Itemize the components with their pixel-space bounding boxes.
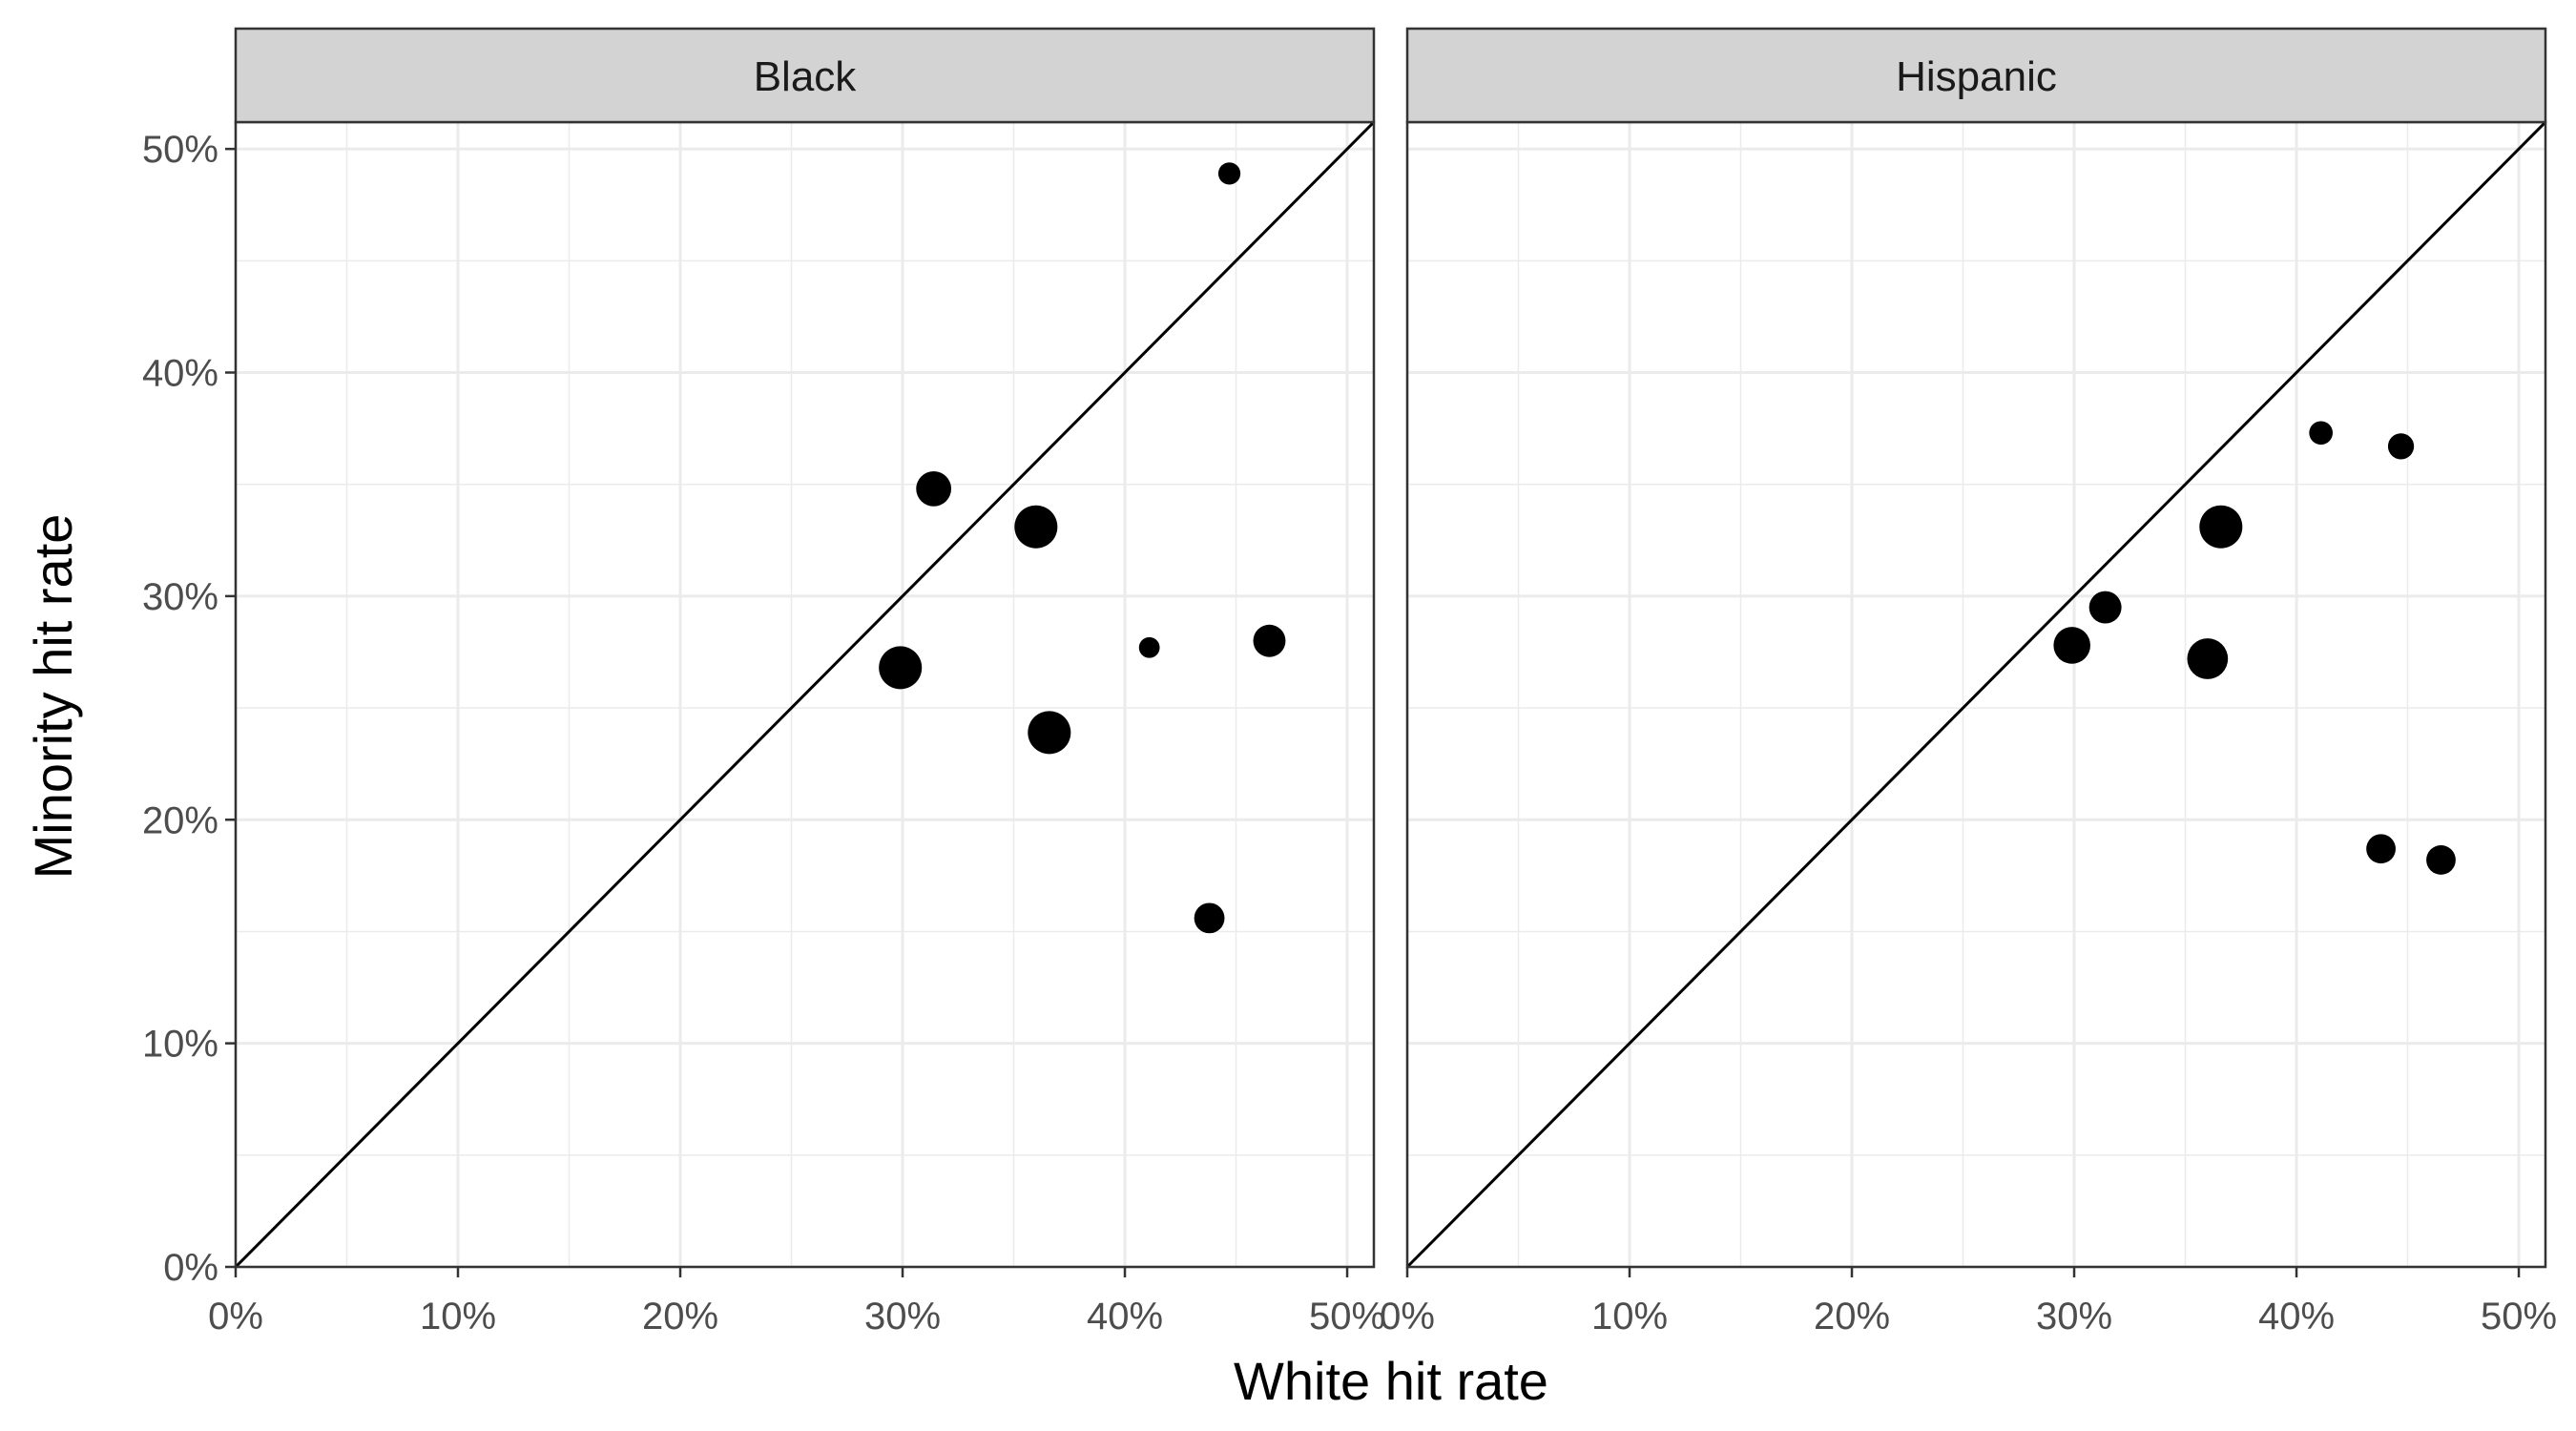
data-point xyxy=(1217,162,1241,185)
x-tick-label: 40% xyxy=(1087,1296,1163,1338)
data-point xyxy=(2053,627,2090,664)
x-tick-label: 0% xyxy=(208,1296,263,1338)
data-point xyxy=(879,646,923,690)
y-tick-label: 20% xyxy=(142,799,218,841)
x-tick-label: 20% xyxy=(1814,1296,1890,1338)
data-point xyxy=(1138,636,1160,658)
x-tick-label: 30% xyxy=(2036,1296,2112,1338)
x-tick-label: 10% xyxy=(1591,1296,1668,1338)
y-tick-label: 40% xyxy=(142,353,218,395)
x-tick-label: 50% xyxy=(1309,1296,1385,1338)
y-tick-label: 30% xyxy=(142,576,218,618)
data-point xyxy=(2309,421,2333,446)
y-tick-label: 50% xyxy=(142,129,218,171)
facet-strip xyxy=(234,27,1376,124)
data-point xyxy=(916,470,952,507)
facet-panel-black: Black 0% 10% 20% 30% 40% 50% xyxy=(208,27,1385,1338)
x-tick-label: 50% xyxy=(2481,1296,2557,1338)
data-point xyxy=(2426,845,2456,875)
x-tick-label: 30% xyxy=(864,1296,941,1338)
y-tick-label: 0% xyxy=(163,1247,218,1289)
x-tick-label: 20% xyxy=(642,1296,718,1338)
data-point xyxy=(2366,834,2396,864)
data-point xyxy=(2199,505,2243,549)
data-point xyxy=(1014,505,1058,549)
y-axis-title: Minority hit rate xyxy=(23,514,83,880)
data-point xyxy=(2088,591,2122,624)
data-point xyxy=(1028,711,1071,755)
facet-strip-label: Hispanic xyxy=(1896,53,2057,100)
x-tick-label: 10% xyxy=(420,1296,496,1338)
data-point xyxy=(1253,624,1286,657)
x-tick-label: 0% xyxy=(1380,1296,1435,1338)
x-tick-label: 40% xyxy=(2258,1296,2335,1338)
data-point xyxy=(2387,433,2415,460)
x-axis-title: White hit rate xyxy=(1234,1351,1548,1411)
data-point xyxy=(2187,638,2229,679)
y-tick-label: 10% xyxy=(142,1024,218,1066)
data-point xyxy=(1194,902,1225,934)
identity-reference-line xyxy=(234,120,1376,1269)
facet-strip xyxy=(1405,27,2547,124)
facet-panel-hispanic: Hispanic 0% 10% 20% 30% 40% 50% xyxy=(1380,27,2557,1338)
facet-strip-label: Black xyxy=(754,53,858,100)
identity-reference-line xyxy=(1405,120,2547,1269)
